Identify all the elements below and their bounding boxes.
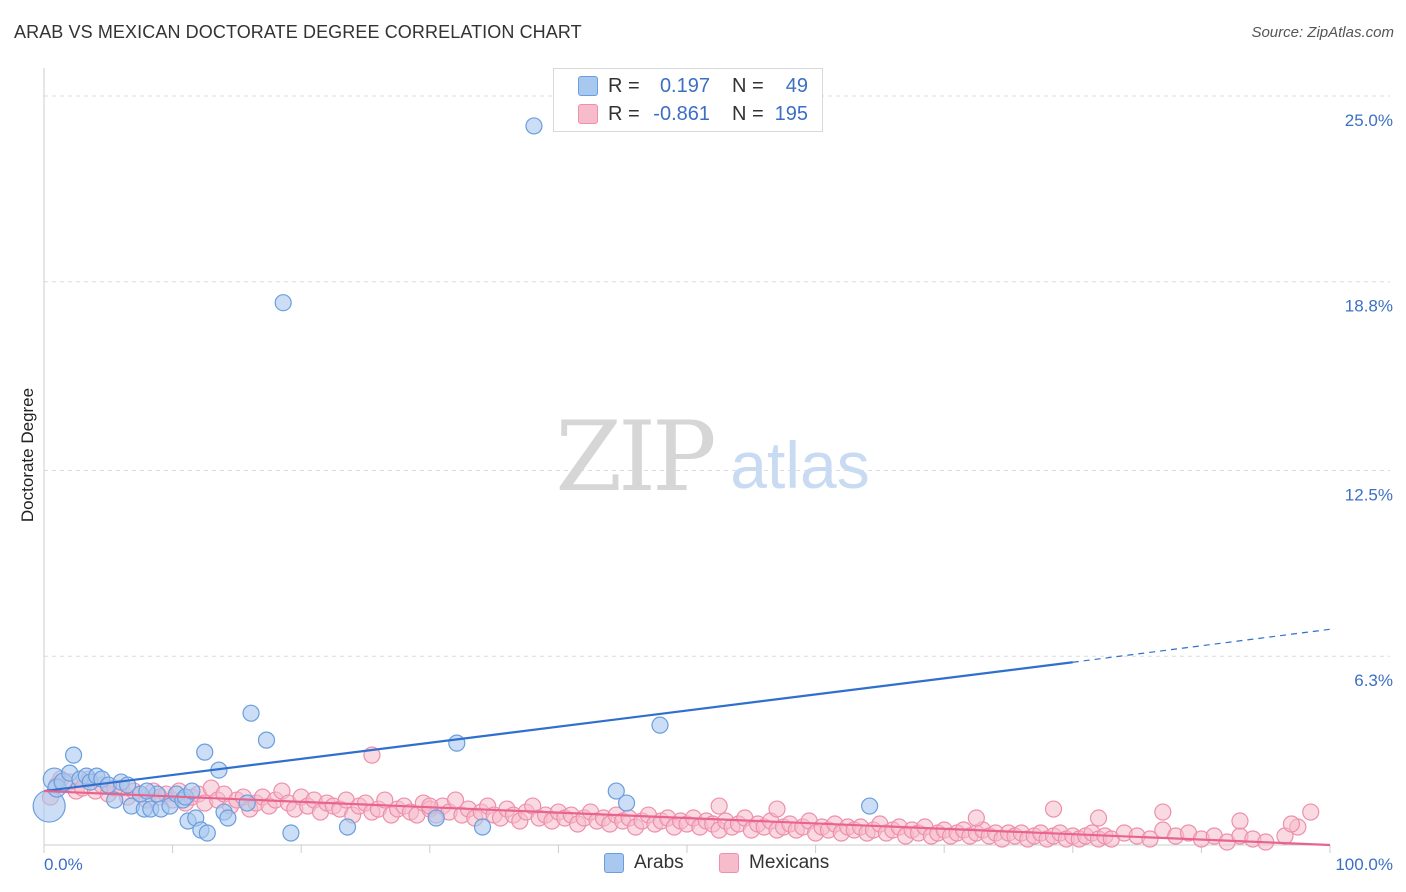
arabs-point [64, 746, 83, 764]
arabs-point [196, 743, 214, 761]
bottom-legend-mexicans: Mexicans [719, 852, 829, 874]
arabs-point [238, 794, 256, 812]
arabs-point [607, 782, 625, 800]
arabs-point [525, 117, 543, 135]
y-tick-label: 12.5% [1345, 485, 1393, 504]
mexicans-point [1154, 803, 1172, 821]
bottom-arabs-label: Arabs [634, 852, 684, 873]
arabs-point [427, 809, 445, 827]
arabs-swatch [578, 76, 598, 96]
arabs-point [219, 809, 237, 827]
y-tick-label: 6.3% [1354, 671, 1393, 690]
correlation-legend: R = 0.197 N = 49 R = -0.861 N = 195 [553, 68, 823, 132]
mexicans-r-value: -0.861 [653, 102, 710, 125]
mexicans-point [1089, 809, 1108, 827]
arabs-trend-extension [1072, 628, 1331, 663]
arabs-r-value: 0.197 [659, 74, 710, 97]
mexicans-trend-line [43, 789, 1331, 847]
mexicans-swatch [578, 104, 598, 124]
mexicans-point [1302, 803, 1320, 821]
arabs-n-label: N = [732, 74, 764, 97]
arabs-trend-line [43, 661, 1073, 793]
x-tick-label-min: 0.0% [44, 855, 83, 874]
watermark-zip: ZIP [555, 401, 714, 513]
legend-row-mexicans: R = -0.861 N = 195 [578, 101, 808, 127]
arabs-point [198, 824, 216, 842]
mexicans-point [710, 797, 728, 815]
mexicans-point [967, 809, 985, 827]
mexicans-r-label: R = [608, 102, 640, 125]
y-tick-label: 18.8% [1345, 297, 1393, 316]
y-axis-label: Doctorate Degree [18, 387, 37, 523]
legend-row-arabs: R = 0.197 N = 49 [578, 73, 808, 99]
arabs-point [106, 791, 124, 809]
mexicans-point [768, 800, 786, 818]
chart-title: ARAB VS MEXICAN DOCTORATE DEGREE CORRELA… [14, 22, 582, 42]
mexicans-point [1282, 815, 1301, 833]
arabs-point [274, 294, 292, 312]
arabs-n-value: 49 [785, 74, 808, 97]
arabs-point [617, 794, 636, 812]
mexicans-point [1044, 800, 1063, 818]
arabs-point [473, 818, 492, 836]
arabs-point [242, 704, 260, 722]
arabs-r-label: R = [608, 74, 640, 97]
arabs-point [338, 818, 357, 836]
mexicans-n-value: 195 [774, 102, 808, 125]
mexicans-point [376, 791, 394, 809]
bottom-legend-arabs: Arabs [604, 852, 684, 874]
arabs-point [257, 731, 276, 749]
watermark-atlas: atlas [730, 428, 869, 502]
arabs-point [448, 734, 466, 752]
y-tick-label: 25.0% [1345, 111, 1393, 130]
bottom-arabs-swatch [604, 853, 624, 873]
mexicans-point [1141, 830, 1159, 848]
x-tick-label-max: 100.0% [1335, 855, 1393, 874]
arabs-point [861, 797, 879, 815]
arabs-point [651, 716, 669, 734]
mexicans-point [1231, 812, 1249, 830]
bottom-mexicans-swatch [719, 853, 739, 873]
arabs-point [282, 824, 300, 842]
source-label: Source: ZipAtlas.com [1251, 24, 1394, 41]
arabs-point [183, 782, 201, 800]
mexicans-n-label: N = [732, 102, 764, 125]
bottom-mexicans-label: Mexicans [749, 852, 830, 873]
